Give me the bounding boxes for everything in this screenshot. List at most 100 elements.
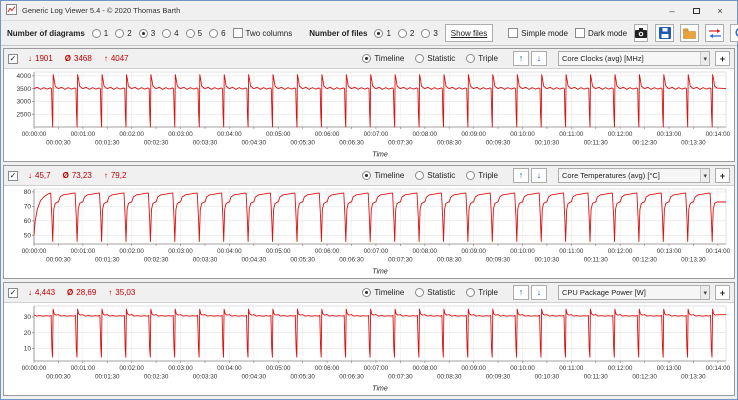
simple-mode-checkbox[interactable]: Simple mode (508, 28, 568, 38)
radio-statistic[interactable]: Statistic (415, 54, 455, 63)
diagram-count-4[interactable]: 4 (162, 28, 179, 38)
show-files-button[interactable]: Show files (444, 24, 494, 42)
svg-text:00:09:00: 00:09:00 (461, 365, 486, 372)
add-metric-button[interactable]: + (715, 285, 730, 300)
minimize-button[interactable]: – (669, 5, 675, 16)
folder-icon (683, 28, 696, 39)
radio-icon (397, 28, 407, 38)
radio-icon (466, 288, 476, 297)
panel-cpu-package-power: ✓ ↓ 4,443 Ø 28,69 ↑ 35,03 Timeline Statisti… (3, 282, 735, 396)
svg-text:00:00:30: 00:00:30 (46, 140, 71, 147)
svg-text:00:06:00: 00:06:00 (315, 365, 340, 372)
radio-statistic[interactable]: Statistic (415, 288, 455, 297)
check-icon: ✓ (9, 287, 17, 297)
max-icon: ↑ (108, 288, 113, 297)
open-folder-button[interactable] (680, 24, 700, 42)
svg-text:3500: 3500 (17, 86, 32, 93)
diagram-count-radios: 1 2 3 4 5 6 (91, 28, 226, 38)
avg-icon: Ø (62, 171, 69, 180)
min-icon: ↓ (28, 54, 32, 63)
maximize-icon (692, 7, 700, 14)
svg-text:00:01:30: 00:01:30 (95, 140, 120, 147)
metric-select[interactable]: Core Temperatures (avg) [°C] ▾ (558, 168, 710, 183)
svg-text:00:10:30: 00:10:30 (535, 374, 560, 381)
svg-text:00:12:30: 00:12:30 (632, 257, 657, 264)
close-button[interactable]: × (717, 5, 723, 16)
svg-text:30: 30 (24, 314, 32, 321)
compare-button[interactable] (705, 24, 725, 42)
dark-mode-checkbox[interactable]: Dark mode (574, 28, 627, 38)
series-stats: ↓ 45,7 Ø 73,23 ↑ 79,2 (28, 171, 126, 180)
file-count-3[interactable]: 3 (421, 28, 438, 38)
refresh-button[interactable] (730, 24, 738, 42)
screenshot-button[interactable] (634, 24, 649, 42)
checkbox-icon (574, 28, 585, 38)
diagram-panels: ✓ ↓ 1901 Ø 3468 ↑ 4047 Timeline Statistic T… (1, 46, 737, 398)
svg-text:00:13:30: 00:13:30 (681, 374, 706, 381)
svg-text:00:12:00: 00:12:00 (608, 131, 633, 138)
diagram-count-5[interactable]: 5 (185, 28, 202, 38)
svg-text:00:01:30: 00:01:30 (95, 374, 120, 381)
up-arrow-icon: ↑ (518, 287, 524, 297)
move-panel-up-button[interactable]: ↑ (513, 168, 529, 183)
add-metric-button[interactable]: + (715, 51, 730, 66)
svg-text:00:05:30: 00:05:30 (290, 140, 315, 147)
radio-triple[interactable]: Triple (466, 171, 498, 180)
svg-text:00:01:00: 00:01:00 (71, 248, 96, 255)
svg-text:00:08:00: 00:08:00 (413, 248, 438, 255)
core-temperatures-timeline-chart[interactable]: 50 60 70 80 00:00:00 00:01:00 00:02:00 00:03:00… (4, 186, 734, 278)
move-panel-down-button[interactable]: ↓ (531, 285, 547, 300)
svg-text:00:02:00: 00:02:00 (119, 365, 144, 372)
radio-timeline[interactable]: Timeline (362, 54, 404, 63)
svg-text:00:00:00: 00:00:00 (22, 131, 47, 138)
move-panel-up-button[interactable]: ↑ (513, 51, 529, 66)
panel-visible-checkbox[interactable]: ✓ (8, 287, 18, 298)
radio-timeline[interactable]: Timeline (362, 171, 404, 180)
svg-text:00:09:00: 00:09:00 (461, 131, 486, 138)
svg-text:00:07:30: 00:07:30 (388, 140, 413, 147)
up-arrow-icon: ↑ (518, 170, 524, 180)
radio-triple[interactable]: Triple (466, 54, 498, 63)
svg-text:00:07:30: 00:07:30 (388, 374, 413, 381)
panel-visible-checkbox[interactable]: ✓ (8, 170, 18, 181)
panel-visible-checkbox[interactable]: ✓ (8, 53, 18, 64)
radio-timeline[interactable]: Timeline (362, 288, 404, 297)
svg-text:10: 10 (24, 346, 32, 353)
diagram-count-1[interactable]: 1 (91, 28, 108, 38)
file-count-2[interactable]: 2 (397, 28, 414, 38)
move-panel-up-button[interactable]: ↑ (513, 285, 529, 300)
svg-text:00:10:00: 00:10:00 (510, 248, 535, 255)
core-clocks-timeline-chart[interactable]: 2500 3000 3500 4000 00:00:00 00:01:00 00:02:00… (4, 69, 734, 161)
metric-select[interactable]: Core Clocks (avg) [MHz] ▾ (558, 51, 710, 66)
metric-select[interactable]: CPU Package Power [W] ▾ (558, 285, 710, 300)
diagram-count-2[interactable]: 2 (115, 28, 132, 38)
number-of-files-label: Number of files (309, 28, 368, 38)
svg-text:00:08:30: 00:08:30 (437, 140, 462, 147)
radio-triple[interactable]: Triple (466, 288, 498, 297)
svg-text:Time: Time (372, 386, 388, 393)
maximize-button[interactable] (684, 2, 708, 19)
diagram-count-3[interactable]: 3 (138, 28, 155, 38)
check-icon: ✓ (9, 170, 17, 180)
svg-text:00:09:00: 00:09:00 (461, 248, 486, 255)
svg-text:00:04:30: 00:04:30 (242, 140, 267, 147)
svg-text:00:05:30: 00:05:30 (290, 374, 315, 381)
radio-statistic[interactable]: Statistic (415, 171, 455, 180)
svg-text:00:12:00: 00:12:00 (608, 365, 633, 372)
radio-icon (415, 54, 425, 63)
svg-text:00:03:30: 00:03:30 (193, 374, 218, 381)
add-metric-button[interactable]: + (715, 168, 730, 183)
two-columns-checkbox[interactable]: Two columns (232, 28, 292, 38)
svg-text:80: 80 (24, 189, 32, 196)
svg-text:Time: Time (372, 269, 388, 276)
save-button[interactable] (655, 24, 675, 42)
svg-text:00:08:00: 00:08:00 (413, 131, 438, 138)
diagram-count-6[interactable]: 6 (209, 28, 226, 38)
svg-text:00:02:30: 00:02:30 (144, 374, 169, 381)
move-panel-down-button[interactable]: ↓ (531, 168, 547, 183)
svg-text:00:01:30: 00:01:30 (95, 257, 120, 264)
move-panel-down-button[interactable]: ↓ (531, 51, 547, 66)
file-count-1[interactable]: 1 (374, 28, 391, 38)
